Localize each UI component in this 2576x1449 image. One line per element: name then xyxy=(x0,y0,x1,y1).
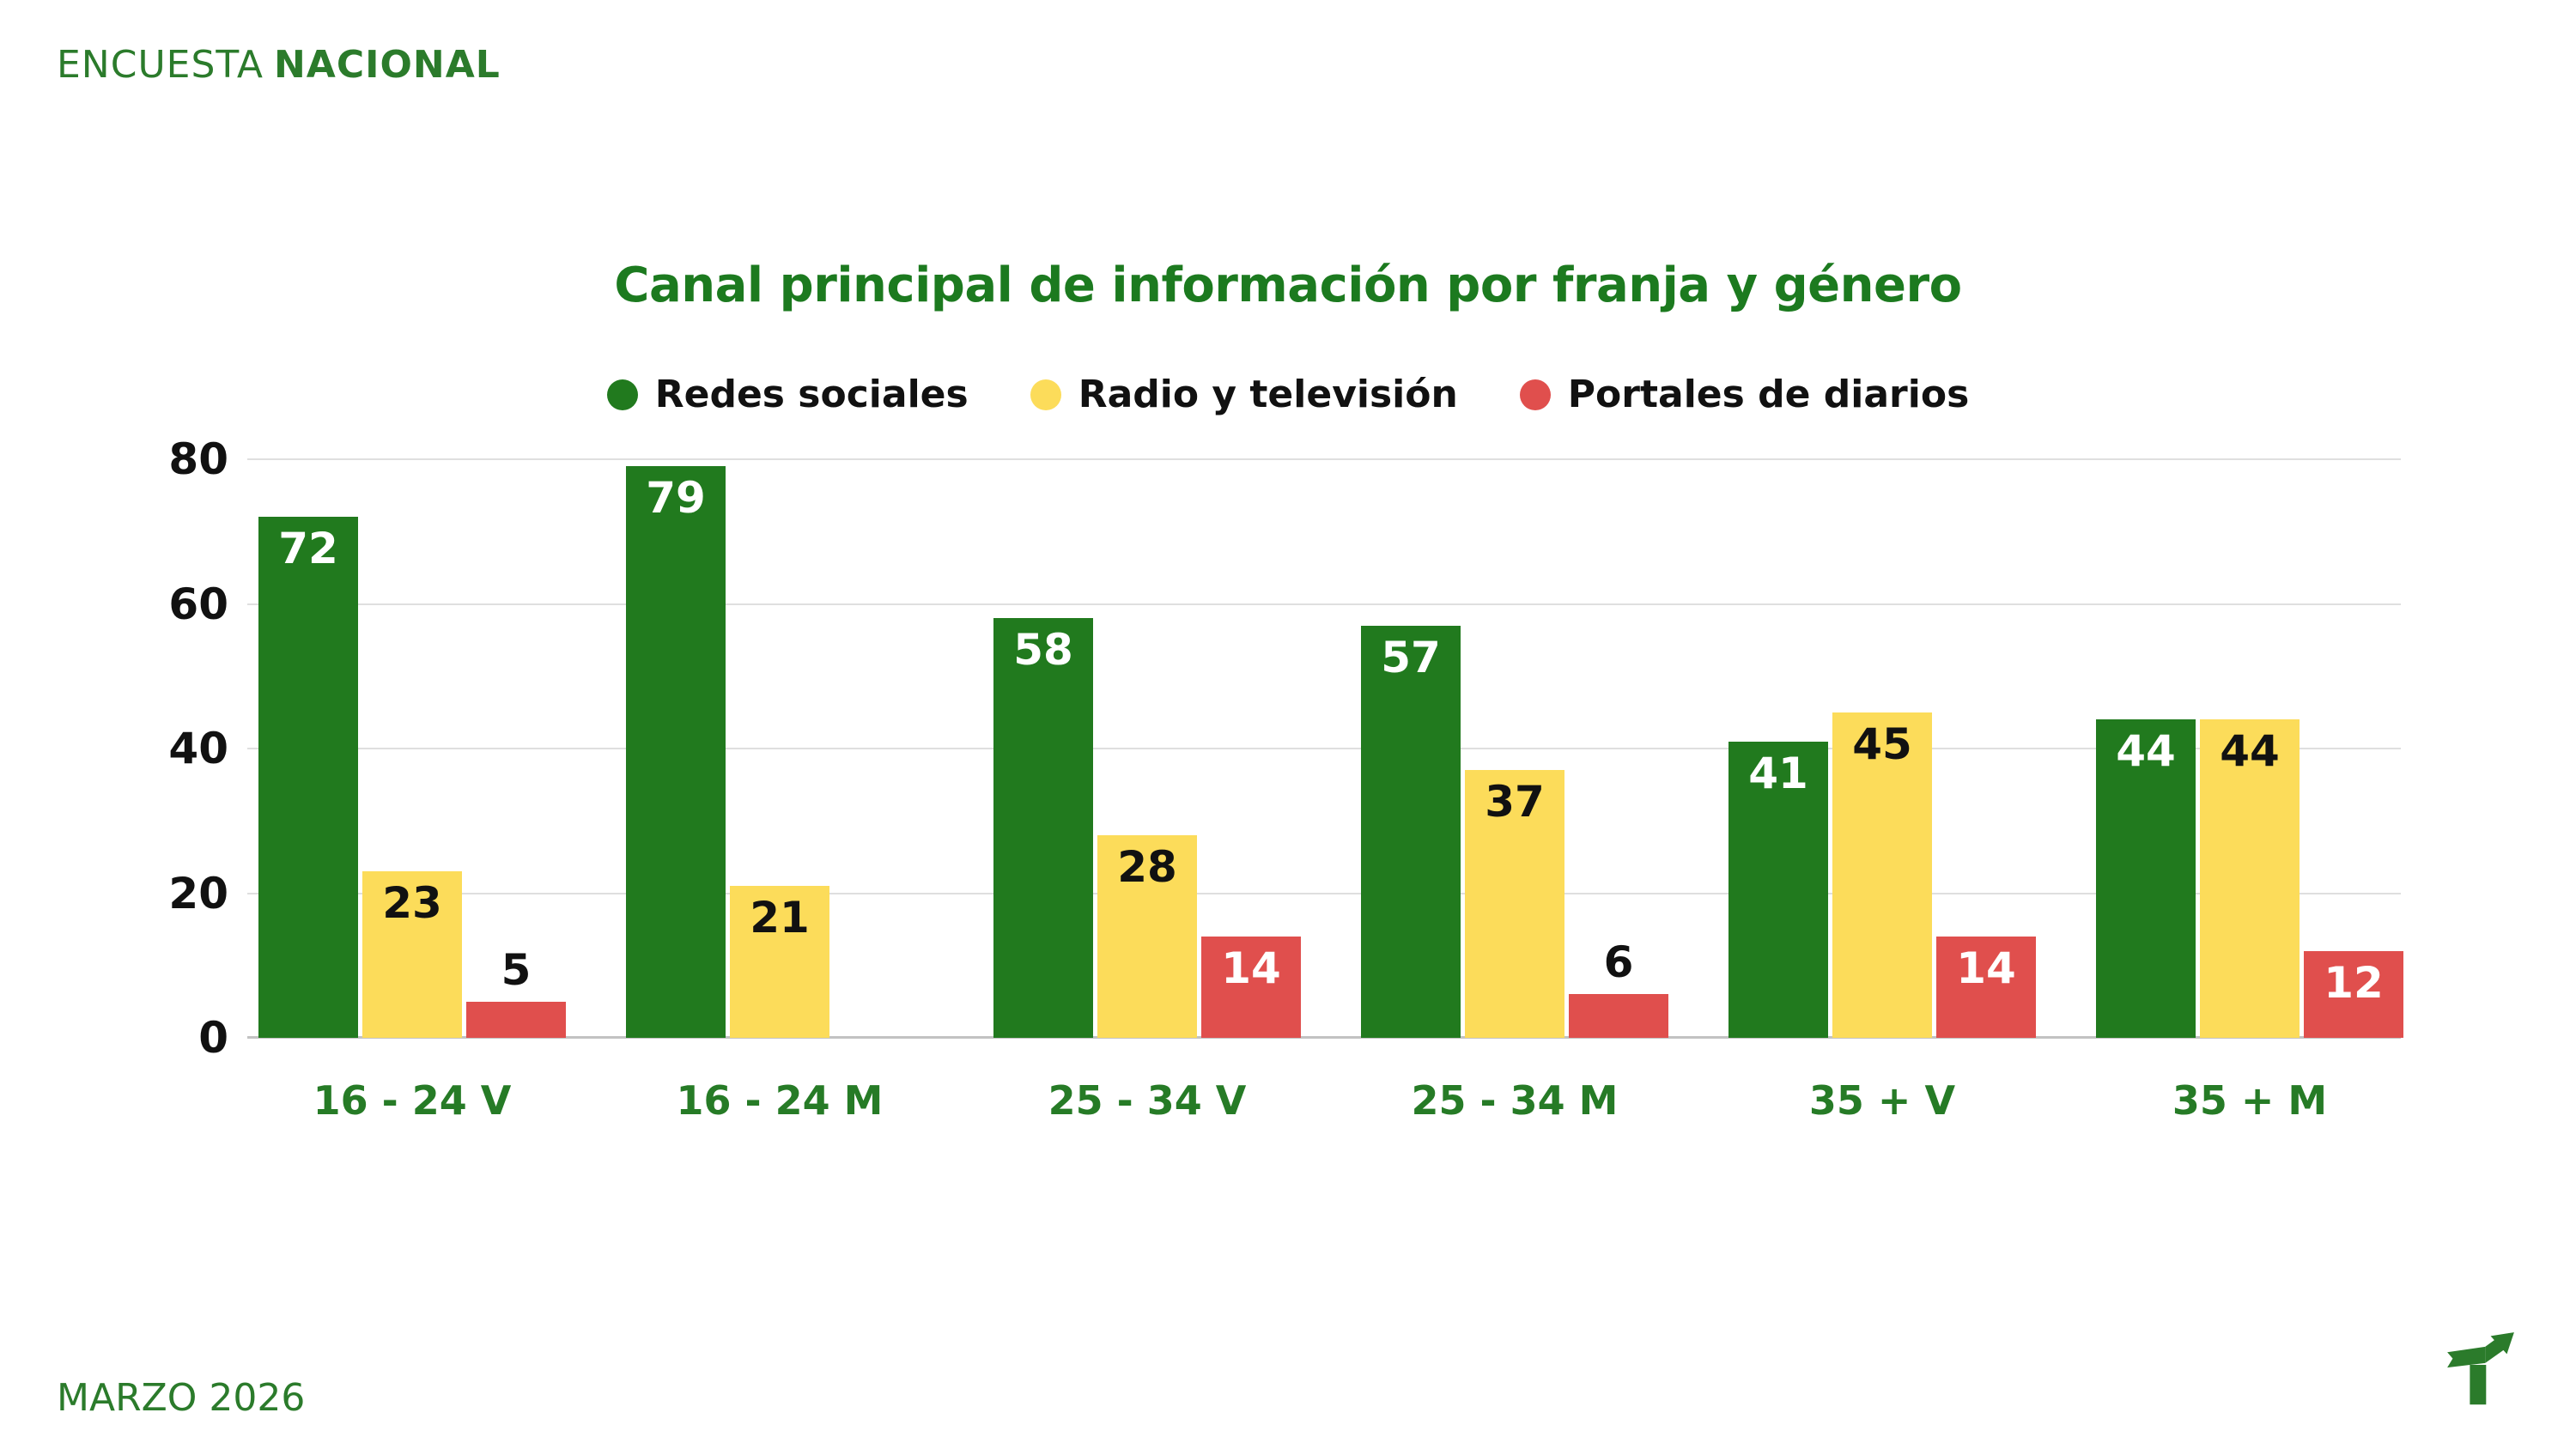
y-tick-label-60: 60 xyxy=(168,579,228,629)
legend-circle-icon-portales-de-diarios xyxy=(1519,379,1551,410)
x-axis-baseline xyxy=(247,1036,2401,1039)
x-category-label-16-24-m: 16 - 24 M xyxy=(676,1077,884,1124)
bar-value-redes-sociales-25-34-v: 58 xyxy=(1013,625,1073,676)
legend-item-radio-y-television: Radio y televisión xyxy=(1030,373,1458,416)
bar-value-radio-y-television-25-34-v: 28 xyxy=(1117,842,1177,893)
legend-circle-icon-radio-y-television xyxy=(1030,379,1061,410)
bar-value-portales-de-diarios-35-v: 14 xyxy=(1956,943,2016,994)
bar-radio-y-television-16-24-v xyxy=(362,871,462,1038)
bar-value-redes-sociales-16-24-v: 72 xyxy=(278,524,338,574)
bar-value-portales-de-diarios-35-m: 12 xyxy=(2324,957,2384,1008)
bar-redes-sociales-25-34-m xyxy=(1361,625,1461,1038)
bar-redes-sociales-35-v xyxy=(1728,741,1828,1038)
chart-legend: Redes sociales Radio y televisión Portales… xyxy=(0,373,2576,416)
bar-value-portales-de-diarios-25-34-v: 14 xyxy=(1221,943,1281,994)
gridline-40 xyxy=(247,748,2401,749)
legend-label-portales-de-diarios: Portales de diarios xyxy=(1567,373,1970,416)
plot-area: 72 23 5 16 - 24 V 79 21 16 - 24 M 58 28 14 25 - 34… xyxy=(247,458,2403,1124)
bar-portales-de-diarios-35-m xyxy=(2304,950,2403,1038)
brand-regular: ENCUESTA xyxy=(57,43,264,87)
y-tick-label-80: 80 xyxy=(168,434,228,484)
legend-label-radio-y-television: Radio y televisión xyxy=(1078,373,1458,416)
bar-redes-sociales-35-m xyxy=(2096,719,2196,1038)
bar-radio-y-television-35-m xyxy=(2200,719,2300,1038)
bar-value-portales-de-diarios-25-34-m: 6 xyxy=(1603,937,1634,988)
chart-title: Canal principal de información por franj… xyxy=(614,257,1962,313)
bar-value-portales-de-diarios-16-24-v: 5 xyxy=(501,944,532,995)
trend-arrow-logo xyxy=(2447,1332,2514,1405)
bar-value-redes-sociales-35-m: 44 xyxy=(2116,726,2176,777)
bar-radio-y-television-25-34-m xyxy=(1465,770,1564,1038)
y-tick-label-20: 20 xyxy=(168,868,228,919)
brand-bold: NACIONAL xyxy=(273,43,501,87)
bar-value-radio-y-television-35-m: 44 xyxy=(2220,726,2280,777)
y-tick-label-40: 40 xyxy=(168,724,228,773)
bar-value-redes-sociales-25-34-m: 57 xyxy=(1381,632,1441,682)
x-category-label-35-v: 35 + V xyxy=(1808,1077,1956,1124)
gridline-80 xyxy=(247,458,2401,460)
bar-value-redes-sociales-35-v: 41 xyxy=(1748,748,1808,798)
y-tick-label-0: 0 xyxy=(198,1013,228,1063)
gridline-20 xyxy=(247,892,2401,894)
bar-redes-sociales-16-24-m xyxy=(626,466,726,1038)
bar-value-radio-y-television-35-v: 45 xyxy=(1852,718,1912,769)
bar-portales-de-diarios-35-v xyxy=(1936,937,2036,1038)
legend-label-redes-sociales: Redes sociales xyxy=(654,373,969,416)
x-category-label-16-24-v: 16 - 24 V xyxy=(313,1077,512,1124)
bar-value-radio-y-television-16-24-v: 23 xyxy=(382,878,442,929)
brand-header: ENCUESTA NACIONAL xyxy=(57,43,501,87)
bar-value-redes-sociales-16-24-m: 79 xyxy=(646,473,706,524)
bar-value-radio-y-television-25-34-m: 37 xyxy=(1485,777,1545,828)
gridline-60 xyxy=(247,603,2401,605)
logo-band xyxy=(2447,1346,2486,1368)
x-category-label-35-m: 35 + M xyxy=(2172,1077,2328,1124)
x-category-label-25-34-m: 25 - 34 M xyxy=(1411,1077,1619,1124)
bar-redes-sociales-25-34-v xyxy=(993,618,1093,1038)
bar-radio-y-television-35-v xyxy=(1832,712,1932,1038)
bar-portales-de-diarios-16-24-v xyxy=(466,1001,566,1038)
footer-date: MARZO 2026 xyxy=(57,1376,306,1420)
bar-value-radio-y-television-16-24-m: 21 xyxy=(750,893,810,943)
legend-item-portales-de-diarios: Portales de diarios xyxy=(1519,373,1970,416)
x-category-label-25-34-v: 25 - 34 V xyxy=(1048,1077,1247,1124)
bar-portales-de-diarios-25-34-m xyxy=(1569,994,1668,1038)
legend-circle-icon-redes-sociales xyxy=(606,379,638,410)
logo-arrowhead xyxy=(2490,1332,2514,1355)
bar-radio-y-television-16-24-m xyxy=(730,886,829,1038)
bar-portales-de-diarios-25-34-v xyxy=(1201,937,1301,1038)
legend-item-redes-sociales: Redes sociales xyxy=(606,373,969,416)
logo-stem xyxy=(2470,1364,2487,1405)
bar-redes-sociales-16-24-v xyxy=(258,517,358,1038)
bar-radio-y-television-25-34-v xyxy=(1097,835,1197,1038)
